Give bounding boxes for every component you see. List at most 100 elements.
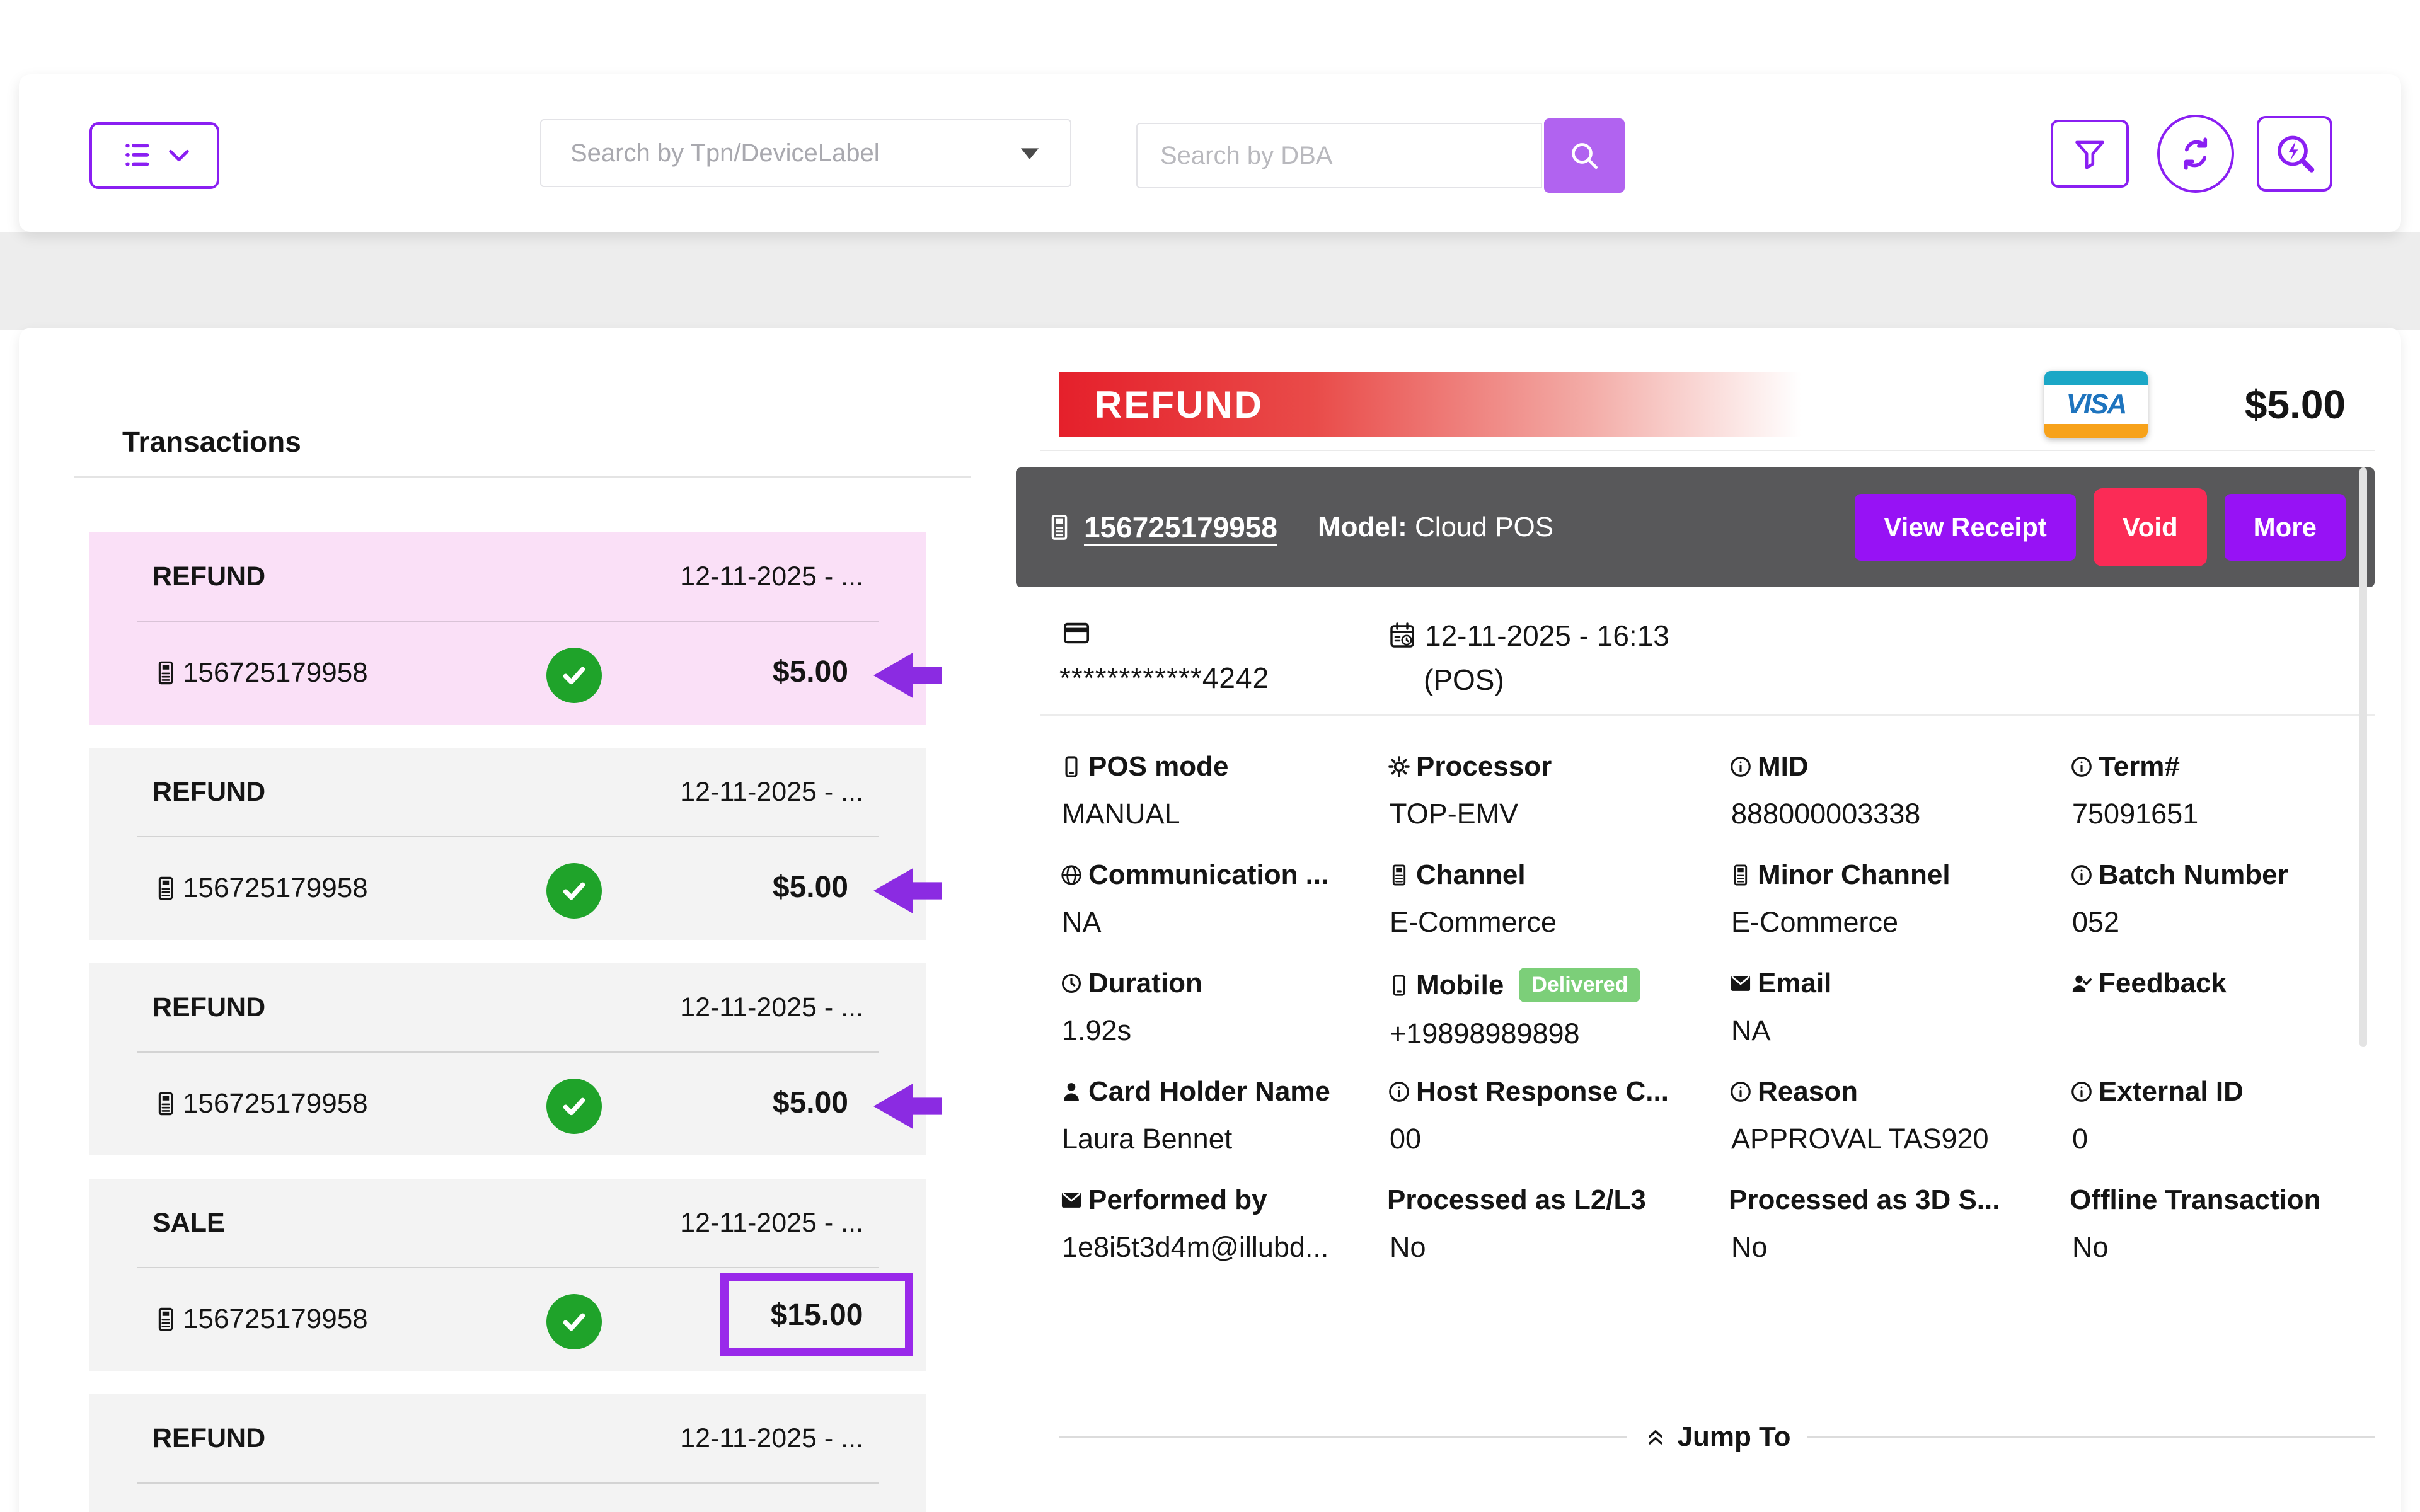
scrollbar-thumb[interactable] bbox=[2360, 467, 2367, 1047]
filter-button[interactable] bbox=[2051, 120, 2129, 188]
transaction-datetime: 12-11-2025 - 16:13 bbox=[1425, 619, 1669, 652]
masked-card-number: ************4242 bbox=[1059, 662, 1270, 694]
field-label: MID bbox=[1758, 751, 1809, 782]
field-card-holder-name: Card Holder Name Laura Bennet bbox=[1059, 1076, 1387, 1184]
field-value: APPROVAL TAS920 bbox=[1731, 1123, 1989, 1155]
mobile-icon bbox=[1059, 755, 1083, 779]
field-value: E-Commerce bbox=[1390, 906, 1557, 938]
terminal-icon bbox=[153, 1091, 179, 1117]
field-value: E-Commerce bbox=[1731, 906, 1899, 938]
field-communication: Communication ... NA bbox=[1059, 859, 1387, 968]
transaction-amount: $5.00 bbox=[772, 655, 848, 689]
field-value: Laura Bennet bbox=[1062, 1123, 1233, 1155]
field-offline-transaction: Offline Transaction No bbox=[2070, 1184, 2331, 1293]
transaction-source: (POS) bbox=[1424, 663, 1504, 696]
transaction-type: REFUND bbox=[153, 777, 266, 807]
field-value: No bbox=[1731, 1231, 1768, 1263]
quick-search-button[interactable] bbox=[2257, 116, 2332, 192]
transaction-card-2[interactable]: REFUND 12-11-2025 - ... 156725179958 $5.… bbox=[89, 748, 942, 940]
field-label: Reason bbox=[1758, 1076, 1858, 1107]
transaction-tpn: 156725179958 bbox=[153, 873, 368, 904]
chevron-down-icon bbox=[169, 149, 189, 163]
detail-fields-grid: POS mode MANUAL Processor TOP-EMV MID 8880… bbox=[1059, 751, 2331, 1293]
field-label: External ID bbox=[2099, 1076, 2244, 1107]
transaction-date: 12-11-2025 - ... bbox=[680, 1423, 863, 1453]
pos-terminal-icon bbox=[1045, 513, 1074, 542]
divider bbox=[137, 1482, 879, 1484]
status-badge: Delivered bbox=[1519, 968, 1641, 1002]
transaction-date: 12-11-2025 - ... bbox=[680, 992, 863, 1022]
transaction-date: 12-11-2025 - ... bbox=[680, 777, 863, 807]
field-processor: Processor TOP-EMV bbox=[1387, 751, 1729, 859]
person-icon bbox=[1059, 1080, 1083, 1104]
field-label: Communication ... bbox=[1088, 859, 1329, 890]
info-icon bbox=[1729, 1080, 1753, 1104]
pointer-arrow-icon bbox=[873, 653, 942, 698]
field-value: 1e8i5t3d4m@illubd... bbox=[1062, 1231, 1329, 1263]
field-value: NA bbox=[1731, 1014, 1771, 1046]
field-mid: MID 888000003338 bbox=[1729, 751, 2070, 859]
field-feedback: Feedback bbox=[2070, 968, 2331, 1076]
field-value: NA bbox=[1062, 906, 1102, 938]
dba-search-group bbox=[1136, 115, 1625, 197]
transaction-date: 12-11-2025 - ... bbox=[680, 1208, 863, 1238]
pointer-arrow-icon bbox=[873, 1084, 942, 1129]
field-minor-channel: Minor Channel E-Commerce bbox=[1729, 859, 2070, 968]
field-label: Duration bbox=[1088, 968, 1202, 999]
tpn-search-select[interactable]: Search by Tpn/DeviceLabel bbox=[540, 119, 1071, 187]
field-processed-as-l2-l3: Processed as L2/L3 No bbox=[1387, 1184, 1729, 1293]
view-list-dropdown-button[interactable] bbox=[89, 122, 219, 189]
field-mobile: Mobile Delivered +19898989898 bbox=[1387, 968, 1729, 1076]
transaction-type: REFUND bbox=[153, 561, 266, 592]
device-tpn-link[interactable]: 156725179958 bbox=[1084, 511, 1277, 544]
field-label: Processed as 3D S... bbox=[1729, 1184, 2000, 1215]
field-label: Minor Channel bbox=[1758, 859, 1950, 890]
transaction-card-3[interactable]: REFUND 12-11-2025 - ... 156725179958 $5.… bbox=[89, 963, 942, 1155]
field-label: Mobile bbox=[1416, 969, 1504, 1000]
field-value: 888000003338 bbox=[1731, 798, 1921, 830]
transaction-type: REFUND bbox=[153, 1423, 266, 1453]
transaction-tpn: 156725179958 bbox=[153, 657, 368, 689]
dba-search-input[interactable] bbox=[1136, 123, 1542, 188]
field-term: Term# 75091651 bbox=[2070, 751, 2331, 859]
field-value: MANUAL bbox=[1062, 798, 1180, 830]
field-duration: Duration 1.92s bbox=[1059, 968, 1387, 1076]
clock-icon bbox=[1059, 971, 1083, 995]
terminal-icon bbox=[1387, 863, 1411, 887]
more-button[interactable]: More bbox=[2224, 494, 2346, 561]
device-model: Model: Cloud POS bbox=[1318, 512, 1554, 542]
detail-banner-row: REFUND VISA $5.00 bbox=[1059, 369, 2375, 440]
field-label: Channel bbox=[1416, 859, 1526, 890]
filter-funnel-icon bbox=[2071, 135, 2108, 172]
field-value: 052 bbox=[2072, 906, 2120, 938]
field-pos-mode: POS mode MANUAL bbox=[1059, 751, 1387, 859]
view-receipt-button[interactable]: View Receipt bbox=[1855, 494, 2076, 561]
toolbar: Search by Tpn/DeviceLabel bbox=[19, 74, 2401, 232]
divider bbox=[137, 621, 879, 622]
divider bbox=[137, 1051, 879, 1053]
field-value: 0 bbox=[2072, 1123, 2089, 1155]
banner-type-label: REFUND bbox=[1095, 383, 1264, 426]
transaction-amount: $5.00 bbox=[772, 1086, 848, 1120]
transaction-type: REFUND bbox=[153, 992, 266, 1022]
device-bar: 156725179958 Model: Cloud POS View Recei… bbox=[1016, 467, 2375, 587]
transactions-title: Transactions bbox=[122, 425, 301, 459]
field-batch-number: Batch Number 052 bbox=[2070, 859, 2331, 968]
transaction-card-1[interactable]: REFUND 12-11-2025 - ... 156725179958 $5.… bbox=[89, 532, 942, 724]
terminal-icon bbox=[153, 1306, 179, 1332]
transaction-tpn: 156725179958 bbox=[153, 1088, 368, 1120]
transactions-list: REFUND 12-11-2025 - ... 156725179958 $5.… bbox=[89, 532, 942, 1512]
transaction-card-5[interactable]: REFUND 12-11-2025 - ... bbox=[89, 1394, 926, 1512]
field-value: +19898989898 bbox=[1390, 1017, 1580, 1050]
page-band bbox=[0, 232, 2420, 330]
field-value: No bbox=[2072, 1231, 2109, 1263]
transaction-card-4[interactable]: SALE 12-11-2025 - ... 156725179958 $15.0… bbox=[89, 1179, 926, 1371]
gear-icon bbox=[1387, 755, 1411, 779]
dba-search-button[interactable] bbox=[1544, 118, 1625, 193]
refresh-button[interactable] bbox=[2157, 115, 2234, 193]
transaction-amount: $5.00 bbox=[772, 871, 848, 904]
void-button[interactable]: Void bbox=[2093, 488, 2207, 566]
success-check-icon bbox=[546, 863, 602, 919]
divider bbox=[1807, 1436, 2375, 1438]
jump-to-button[interactable]: Jump To bbox=[1643, 1421, 1791, 1453]
